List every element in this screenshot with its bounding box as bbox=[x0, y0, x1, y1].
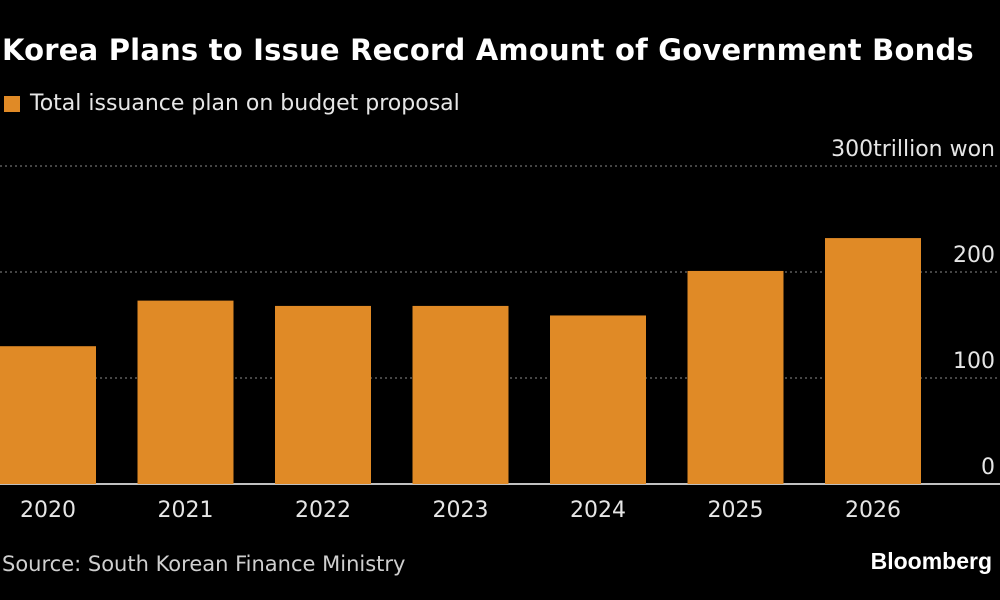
y-tick-label: 0 bbox=[981, 455, 995, 480]
x-tick-label: 2020 bbox=[20, 498, 76, 523]
x-tick-label: 2025 bbox=[708, 498, 764, 523]
legend-label: Total issuance plan on budget proposal bbox=[30, 91, 460, 116]
chart-title: Korea Plans to Issue Record Amount of Go… bbox=[2, 33, 974, 67]
bar bbox=[825, 238, 921, 484]
bar bbox=[412, 305, 509, 484]
y-tick-label: 100 bbox=[953, 349, 995, 374]
y-tick-label: 200 bbox=[953, 243, 995, 268]
legend: Total issuance plan on budget proposal bbox=[4, 91, 460, 116]
bar bbox=[0, 346, 96, 484]
bar bbox=[550, 315, 646, 484]
bar bbox=[275, 305, 371, 484]
x-tick-label: 2026 bbox=[845, 498, 901, 523]
legend-swatch bbox=[4, 95, 20, 112]
x-tick-label: 2024 bbox=[570, 498, 626, 523]
bar bbox=[137, 300, 234, 484]
source-note: Source: South Korean Finance Ministry bbox=[2, 552, 406, 576]
bloomberg-logo: Bloomberg bbox=[870, 548, 992, 574]
x-tick-label: 2022 bbox=[295, 498, 351, 523]
bar bbox=[687, 270, 784, 484]
x-tick-label: 2021 bbox=[158, 498, 214, 523]
y-tick-label: 300trillion won bbox=[831, 137, 995, 162]
x-tick-label: 2023 bbox=[433, 498, 489, 523]
